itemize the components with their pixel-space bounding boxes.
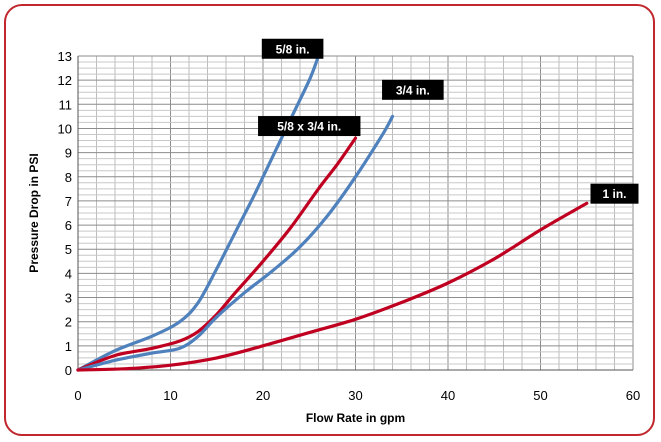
series-label-box-4: [590, 183, 639, 204]
series-label-box-2: [382, 79, 444, 100]
y-tick-label: 7: [65, 194, 72, 209]
series-label-4: 1 in.: [602, 187, 626, 201]
x-tick-label: 60: [626, 388, 640, 403]
y-tick-label: 11: [59, 97, 73, 112]
y-axis-title: Pressure Drop in PSI: [27, 153, 41, 272]
y-tick-label: 10: [58, 121, 72, 136]
y-tick-label: 1: [65, 339, 72, 354]
series-line-4: [76, 201, 589, 372]
series-labels: 5/8 in. 3/4 in. 5/8 x 3/4 in. 1 in.: [258, 38, 639, 204]
series-line-3: [76, 114, 395, 372]
y-tick-label: 9: [65, 146, 72, 161]
x-tick-label: 10: [163, 388, 177, 403]
series-label-3: 5/8 x 3/4 in.: [277, 120, 341, 134]
x-tick-label: 40: [441, 388, 455, 403]
y-tick-label: 4: [65, 266, 72, 281]
y-tick-label: 2: [65, 315, 72, 330]
grid: [77, 55, 634, 371]
x-tick-label: 30: [348, 388, 362, 403]
series-label-box-3: [258, 116, 361, 137]
x-tick-label: 20: [256, 388, 270, 403]
y-tick-label: 3: [65, 291, 72, 306]
series-line-1: [76, 54, 321, 372]
axes: [77, 56, 633, 371]
series-label-box-1: [261, 38, 324, 59]
y-tick-label: 5: [65, 242, 72, 257]
y-tick-label: 6: [65, 218, 72, 233]
x-tick-label: 0: [74, 388, 81, 403]
y-tick-label: 8: [65, 170, 72, 185]
series-line-2: [76, 136, 358, 372]
x-tick-label: 50: [533, 388, 547, 403]
series-label-1: 5/8 in.: [276, 42, 310, 56]
series-lines: [76, 54, 589, 372]
y-tick-label: 13: [58, 49, 72, 64]
y-tick-label: 12: [58, 73, 72, 88]
y-tick-label: 0: [65, 363, 72, 378]
series-label-2: 3/4 in.: [396, 83, 430, 97]
x-axis-title: Flow Rate in gpm: [306, 411, 405, 425]
